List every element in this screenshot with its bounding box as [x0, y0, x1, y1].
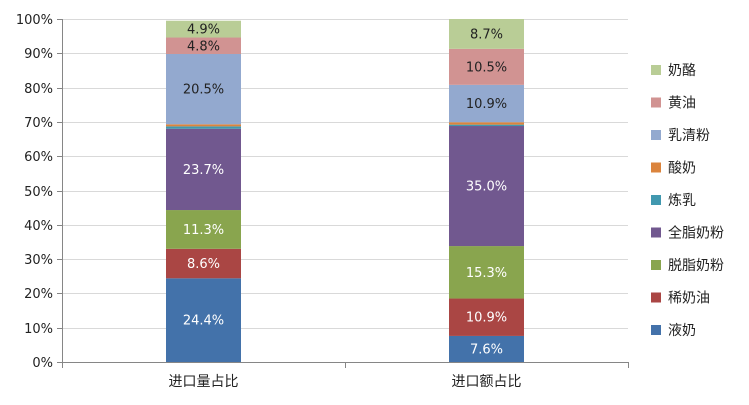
bar-segment [449, 298, 524, 336]
legend-label: 全脂奶粉 [668, 225, 724, 242]
data-label: 8.7% [470, 27, 503, 42]
gridlines [62, 19, 628, 329]
x-axis: 进口量占比 进口额占比 [62, 362, 629, 390]
legend-swatch [651, 162, 661, 173]
y-tick-label: 20% [24, 287, 53, 302]
bar-segment [449, 126, 524, 247]
y-tick-label: 50% [24, 185, 53, 200]
legend-label: 液奶 [668, 323, 696, 339]
data-label: 8.6% [187, 257, 220, 272]
data-label: 10.5% [466, 60, 507, 75]
legend-swatch [651, 65, 661, 75]
data-label: 23.7% [183, 163, 224, 178]
legend-swatch [651, 227, 661, 238]
data-label: 7.6% [470, 342, 503, 357]
data-label: 15.3% [466, 266, 507, 281]
data-label: 10.9% [466, 311, 507, 326]
y-tick-label: 60% [24, 150, 53, 165]
legend-swatch [651, 325, 661, 335]
data-label: 4.9% [187, 23, 220, 38]
bar-segment [166, 128, 241, 211]
y-tick-label: 80% [24, 82, 53, 97]
bar-segment [449, 124, 524, 127]
y-tick-label: 100% [16, 13, 53, 28]
bar-segment [166, 278, 241, 362]
bar-segment [449, 19, 524, 49]
legend-swatch [651, 195, 661, 205]
legend-swatch [651, 260, 661, 270]
y-tick-label: 30% [24, 253, 53, 268]
x-tick-label: 进口额占比 [452, 374, 522, 390]
data-label: 10.9% [466, 97, 507, 112]
y-tick-label: 0% [32, 356, 53, 371]
x-tick-label: 进口量占比 [169, 374, 239, 390]
bar-segment [166, 124, 241, 127]
bars: 24.4% 8.6% 11.3% 23.7% 20.5% 4.8%4.9% 7.6% 10.9… [166, 19, 524, 362]
legend-label: 黄油 [668, 95, 696, 112]
legend-swatch [651, 130, 661, 140]
bar-segment [449, 122, 524, 125]
bar-segment [166, 126, 241, 129]
data-label: 11.3% [183, 223, 224, 238]
y-tick-label: 70% [24, 116, 53, 131]
y-tick-label: 10% [24, 322, 53, 337]
legend-label: 酸奶 [668, 161, 696, 177]
y-axis: 0% 10% 20% 30% 40% 50% 60% 70% 80% 90% 100% [16, 13, 63, 371]
legend-label: 稀奶油 [668, 291, 710, 307]
y-tick-label: 90% [24, 47, 53, 62]
legend-swatch [651, 97, 661, 108]
bar-segment [449, 246, 524, 299]
bar-segment [166, 248, 241, 279]
bar-segment [449, 335, 524, 362]
bar-segment [166, 53, 241, 125]
bar-segment [449, 84, 524, 123]
legend-label: 奶酪 [668, 63, 696, 79]
bar-segment [449, 48, 524, 85]
legend-label: 乳清粉 [668, 128, 710, 144]
bar-segment [166, 37, 241, 54]
y-tick-label: 40% [24, 219, 53, 234]
data-label: 20.5% [183, 83, 224, 98]
legend-label: 炼乳 [668, 193, 696, 209]
bar-segment [166, 20, 241, 38]
legend-label: 脱脂奶粉 [668, 258, 724, 274]
data-label: 4.8% [187, 39, 220, 54]
data-label: 24.4% [183, 314, 224, 329]
data-label: 35.0% [466, 180, 507, 195]
legend-swatch [651, 292, 661, 303]
bar-segment [166, 210, 241, 249]
